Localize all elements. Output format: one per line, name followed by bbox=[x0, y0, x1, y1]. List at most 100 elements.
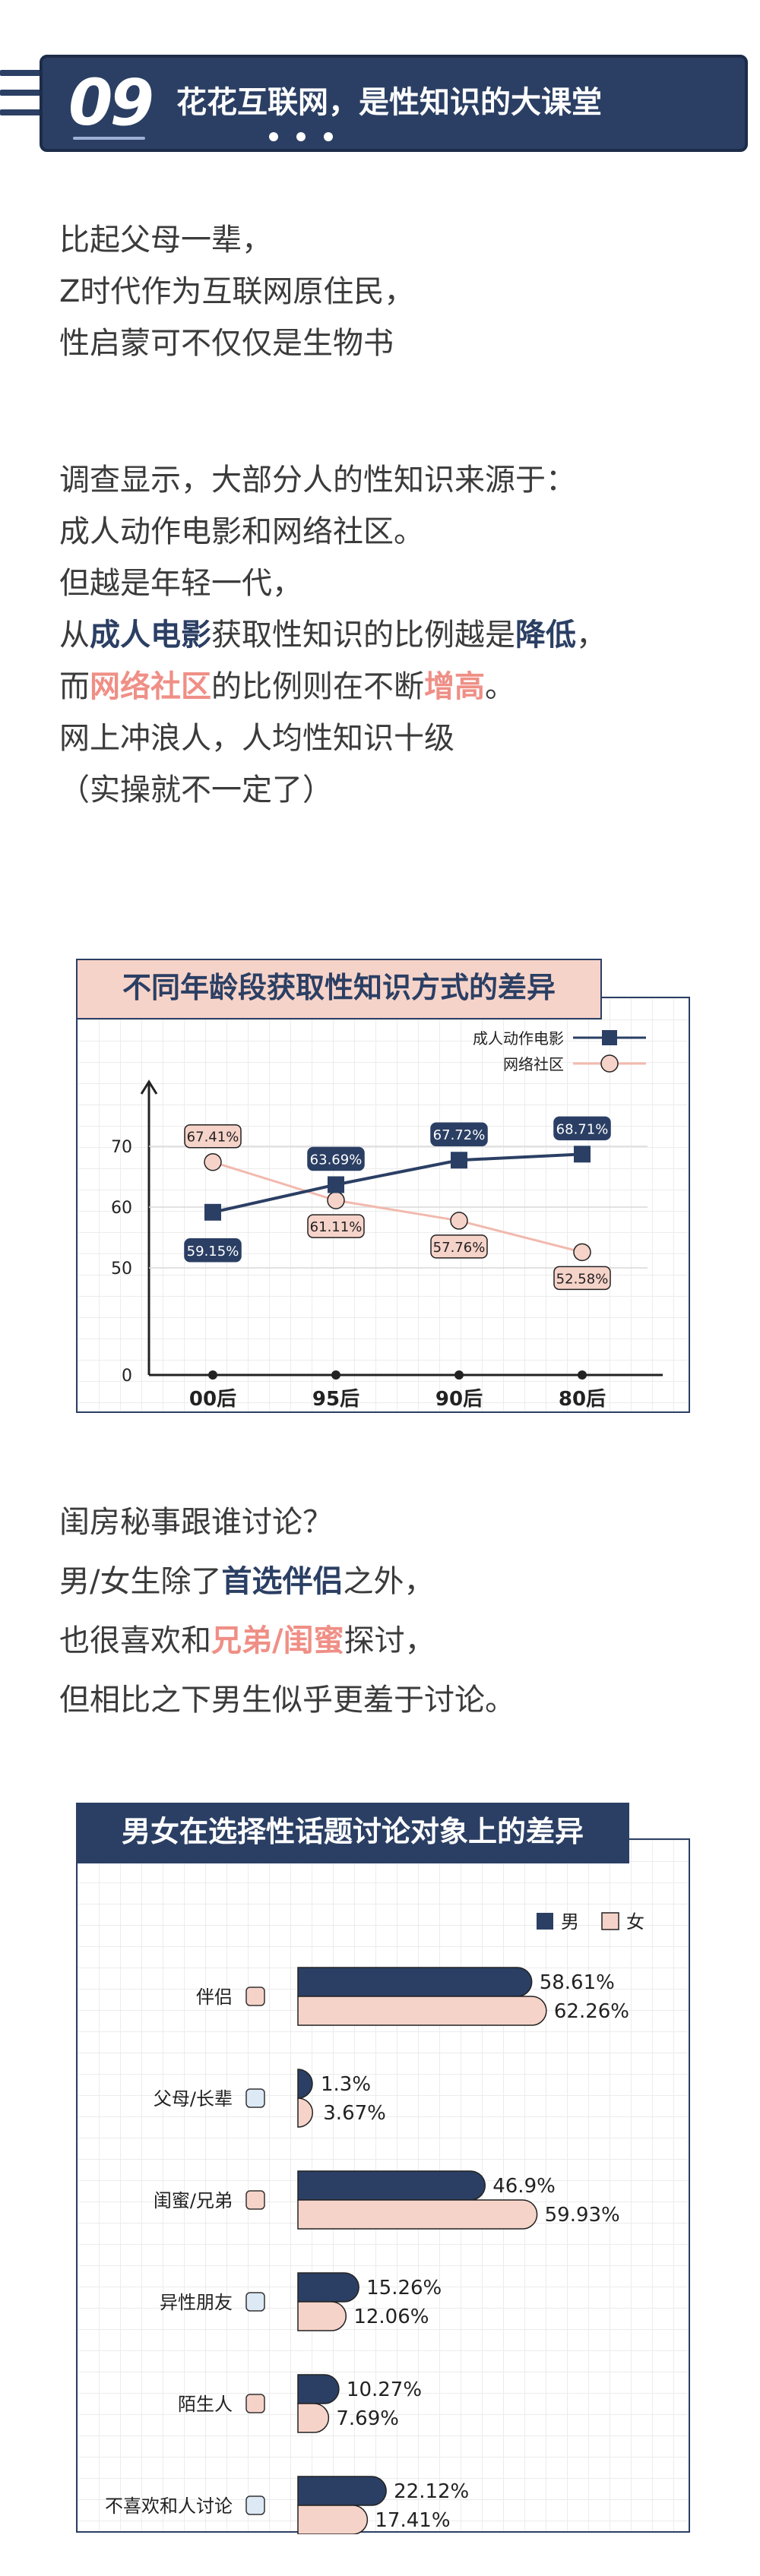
survey-line: 调查显示，大部分人的性知识来源于： bbox=[59, 463, 576, 498]
intro-paragraph: 比起父母一辈， Z时代作为互联网原住民， 性启蒙可不仅仅是生物书 bbox=[59, 214, 414, 369]
legend-marker-female bbox=[601, 1912, 619, 1930]
data-label-adult-film: 67.72% bbox=[433, 1127, 486, 1143]
bar-female bbox=[297, 2097, 313, 2128]
value-label-male: 58.61% bbox=[540, 1971, 615, 1994]
intro-line: Z时代作为互联网原住民， bbox=[59, 274, 415, 309]
value-label-female: 17.41% bbox=[375, 2509, 450, 2532]
discussion-line: 但相比之下男生似乎更羞于讨论。 bbox=[59, 1683, 515, 1718]
y-tick-label: 50 bbox=[111, 1260, 132, 1279]
data-point-adult-film bbox=[574, 1146, 591, 1163]
value-label-male: 22.12% bbox=[394, 2480, 469, 2503]
category-label: 父母/长辈 bbox=[154, 2088, 233, 2110]
data-label-online-community-bg bbox=[430, 1234, 488, 1259]
value-label-male: 46.9% bbox=[492, 2175, 556, 2198]
data-point-online-community bbox=[327, 1191, 345, 1209]
legend-marker-male bbox=[537, 1913, 553, 1930]
data-point-adult-film bbox=[451, 1152, 467, 1169]
value-label-female: 12.06% bbox=[353, 2306, 429, 2328]
category-label: 不喜欢和人讨论 bbox=[105, 2495, 233, 2517]
data-point-online-community bbox=[204, 1152, 222, 1171]
data-point-online-community bbox=[573, 1243, 591, 1262]
highlight-increase: 增高 bbox=[424, 669, 485, 704]
highlight-partner: 首选伴侣 bbox=[221, 1564, 344, 1599]
section-title: 花花互联网，是性知识的大课堂 bbox=[176, 85, 602, 120]
section-number-underline bbox=[73, 137, 145, 140]
data-label-adult-film: 68.71% bbox=[556, 1121, 609, 1137]
x-tick-label: 00后 bbox=[189, 1388, 236, 1411]
y-axis-arrow bbox=[140, 1079, 158, 1095]
series-line-adult-film bbox=[212, 1152, 583, 1214]
category-icon bbox=[245, 2088, 265, 2108]
survey-line: 但越是年轻一代， bbox=[59, 566, 302, 601]
bar-male bbox=[297, 2272, 359, 2303]
data-point-adult-film bbox=[328, 1176, 344, 1193]
value-label-male: 15.26% bbox=[366, 2277, 442, 2299]
bar-female bbox=[297, 2199, 538, 2230]
category-label: 陌生人 bbox=[178, 2394, 233, 2415]
highlight-bestie: 兄弟/闺蜜 bbox=[211, 1623, 344, 1658]
category-label: 闺蜜/兄弟 bbox=[154, 2190, 233, 2211]
bar-male bbox=[297, 2170, 486, 2201]
header-dots bbox=[269, 130, 351, 144]
x-tick-dot bbox=[578, 1370, 587, 1380]
legend-label: 网络社区 bbox=[503, 1055, 564, 1073]
category-icon bbox=[245, 2394, 265, 2413]
survey-paragraph: 调查显示，大部分人的性知识来源于： 成人动作电影和网络社区。 但越是年轻一代， … bbox=[59, 454, 606, 816]
bar-chart: 男 女伴侣 58.61% 62.26% 父母/长辈 1.3% 3.67% 闺蜜/兄弟 46.9%… bbox=[105, 1911, 644, 2535]
data-label-online-community-bg bbox=[553, 1266, 611, 1291]
y-tick-label: 60 bbox=[111, 1199, 132, 1218]
data-label-adult-film-bg bbox=[553, 1116, 611, 1141]
y-tick-label: 70 bbox=[111, 1138, 132, 1157]
value-label-male: 10.27% bbox=[347, 2378, 422, 2401]
bar-male bbox=[297, 2374, 340, 2404]
category-label: 异性朋友 bbox=[160, 2292, 233, 2313]
data-label-online-community: 57.76% bbox=[433, 1240, 486, 1256]
bar-chart-title: 男女在选择性话题讨论对象上的差异 bbox=[76, 1803, 629, 1863]
intro-line: 性启蒙可不仅仅是生物书 bbox=[59, 326, 394, 361]
data-label-adult-film-bg bbox=[430, 1122, 488, 1146]
x-tick-label: 90后 bbox=[435, 1388, 483, 1411]
survey-line: 成人动作电影和网络社区。 bbox=[59, 514, 424, 549]
bar-female bbox=[297, 2505, 369, 2535]
discussion-line: 男/女生除了首选伴侣之外， bbox=[59, 1564, 435, 1599]
bar-male bbox=[297, 2069, 313, 2099]
discussion-line: 也很喜欢和兄弟/闺蜜探讨， bbox=[59, 1623, 435, 1658]
y-tick-label: 0 bbox=[122, 1367, 132, 1386]
legend-label-male: 男 bbox=[561, 1911, 579, 1933]
category-icon bbox=[245, 2292, 265, 2312]
data-label-online-community: 52.58% bbox=[556, 1271, 609, 1287]
value-label-female: 3.67% bbox=[323, 2102, 386, 2125]
data-label-online-community-bg bbox=[184, 1124, 242, 1149]
value-label-female: 59.93% bbox=[545, 2204, 620, 2227]
x-tick-label: 80后 bbox=[559, 1388, 606, 1411]
discussion-paragraph: 闺房秘事跟谁讨论？ 男/女生除了首选伴侣之外， 也很喜欢和兄弟/闺蜜探讨， 但相… bbox=[59, 1497, 515, 1726]
category-label: 伴侣 bbox=[196, 1987, 233, 2008]
intro-line: 比起父母一辈， bbox=[59, 223, 272, 258]
highlight-online-community: 网络社区 bbox=[90, 669, 211, 704]
bar-female bbox=[297, 2403, 330, 2433]
legend-label: 成人动作电影 bbox=[473, 1029, 564, 1048]
survey-line: （实操就不一定了） bbox=[59, 773, 333, 808]
bar-chart-card: 男 女伴侣 58.61% 62.26% 父母/长辈 1.3% 3.67% 闺蜜/兄弟 46.9%… bbox=[76, 1838, 690, 2535]
bar-female bbox=[297, 1996, 547, 2026]
series-line-online-community bbox=[212, 1161, 583, 1253]
data-label-online-community: 61.11% bbox=[310, 1219, 363, 1235]
data-label-online-community: 67.41% bbox=[187, 1130, 239, 1146]
survey-line: 而网络社区的比例则在不断增高。 bbox=[59, 669, 515, 704]
section-number: 09 bbox=[68, 65, 154, 140]
highlight-adult-film: 成人电影 bbox=[90, 618, 211, 653]
survey-line: 从成人电影获取性知识的比例越是降低， bbox=[59, 618, 606, 653]
data-point-online-community bbox=[450, 1212, 468, 1230]
data-label-adult-film-bg bbox=[184, 1238, 242, 1263]
data-label-adult-film: 63.69% bbox=[310, 1152, 363, 1168]
section-header: 09 花花互联网，是性知识的大课堂 bbox=[40, 55, 748, 152]
value-label-male: 1.3% bbox=[321, 2073, 371, 2096]
legend-label-female: 女 bbox=[626, 1911, 644, 1933]
data-point-adult-film bbox=[204, 1203, 221, 1221]
highlight-decrease: 降低 bbox=[515, 618, 576, 653]
data-label-adult-film: 59.15% bbox=[187, 1244, 239, 1260]
category-icon bbox=[245, 1987, 265, 2006]
discussion-line: 闺房秘事跟谁讨论？ bbox=[59, 1505, 333, 1540]
x-tick-dot bbox=[331, 1370, 340, 1380]
